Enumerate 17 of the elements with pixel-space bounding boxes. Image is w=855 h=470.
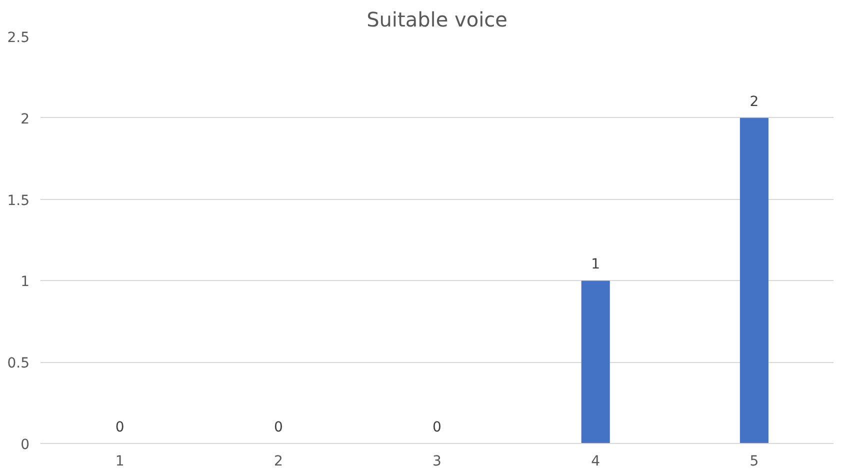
- x-tick-label: 3: [432, 454, 442, 470]
- y-tick-label: 2.5: [7, 30, 30, 46]
- data-label: 2: [750, 94, 759, 110]
- x-tick-label: 4: [591, 454, 600, 470]
- y-tick-label: 1: [20, 274, 30, 290]
- data-label: 0: [432, 420, 442, 436]
- data-label: 1: [591, 256, 600, 273]
- x-tick-label: 5: [750, 454, 759, 470]
- x-tick-label: 2: [274, 454, 283, 470]
- data-label: 0: [115, 420, 124, 436]
- x-tick-label: 1: [115, 454, 124, 470]
- y-tick-label: 0.5: [7, 356, 30, 372]
- chart-title: Suitable voice: [366, 8, 508, 32]
- y-tick-label: 2: [20, 111, 30, 128]
- data-label: 0: [274, 420, 283, 436]
- y-tick-label: 1.5: [7, 192, 30, 209]
- y-tick-label: 0: [20, 437, 30, 453]
